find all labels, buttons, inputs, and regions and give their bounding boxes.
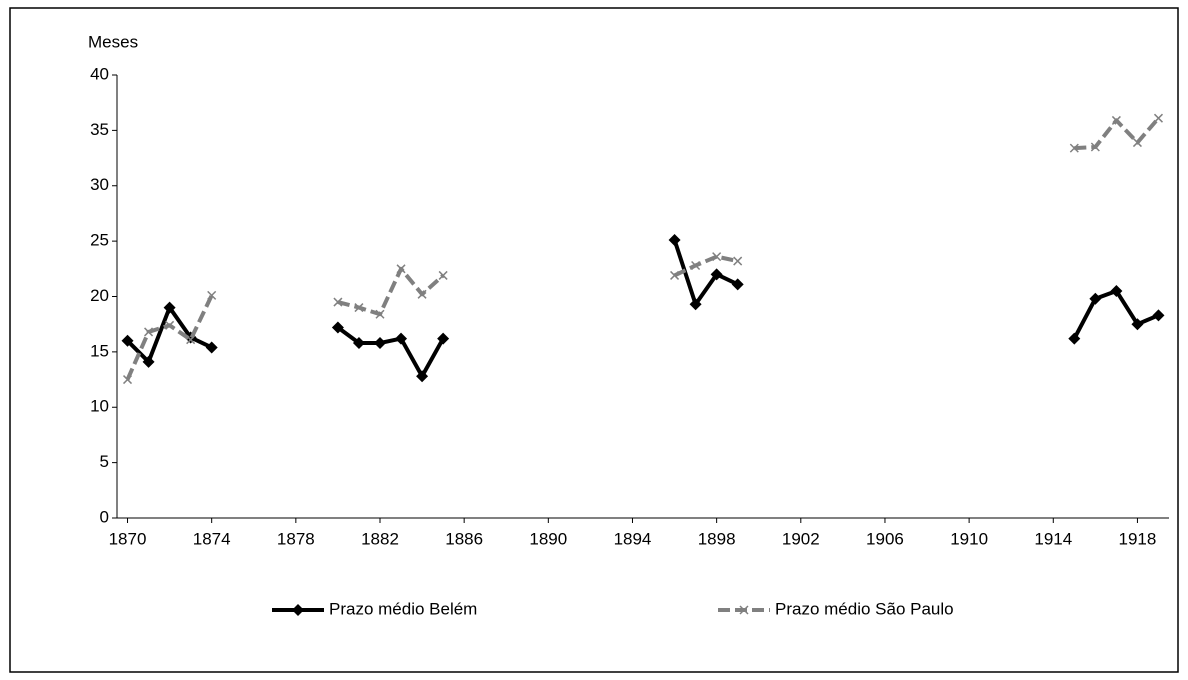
y-tick-label: 25 (90, 231, 109, 250)
data-point (437, 332, 450, 345)
y-axis-label: Meses (88, 32, 138, 51)
x-tick-label: 1902 (782, 529, 820, 548)
chart-border (9, 7, 1179, 673)
data-point (691, 260, 701, 271)
data-point (1131, 318, 1144, 331)
data-point (438, 270, 448, 280)
data-point (1110, 284, 1123, 297)
data-point (374, 337, 386, 350)
data-point (395, 332, 408, 345)
x-tick-label: 1914 (1034, 529, 1072, 548)
data-point (1090, 142, 1100, 152)
x-tick-label: 1878 (277, 529, 315, 548)
y-tick-label: 10 (90, 397, 109, 416)
data-point (733, 256, 743, 266)
data-point (689, 298, 702, 311)
x-tick-label: 1898 (698, 529, 736, 548)
x-tick-label: 1890 (529, 529, 567, 548)
x-tick-label: 1870 (109, 529, 147, 548)
data-point (417, 289, 427, 299)
data-point (670, 270, 680, 280)
data-point (710, 268, 723, 281)
y-tick-label: 0 (100, 507, 109, 526)
y-tick-label: 35 (90, 120, 109, 139)
x-tick-label: 1874 (193, 529, 231, 548)
x-tick-label: 1882 (361, 529, 399, 548)
y-tick-label: 40 (90, 64, 109, 83)
data-point (668, 234, 681, 247)
data-point (205, 341, 218, 354)
y-tick-label: 20 (90, 286, 109, 305)
data-point (1153, 113, 1164, 123)
data-point (122, 375, 133, 385)
data-point (375, 309, 385, 319)
data-point (333, 297, 343, 307)
data-point (142, 355, 155, 368)
y-tick-label: 30 (90, 175, 109, 194)
data-point (1069, 143, 1079, 153)
data-point (712, 252, 722, 262)
legend-label: Prazo médio São Paulo (775, 599, 954, 618)
data-point (1068, 332, 1081, 345)
data-point (396, 264, 406, 274)
data-point (331, 321, 344, 334)
data-point (121, 334, 134, 347)
data-point (1132, 138, 1142, 148)
y-tick-label: 5 (100, 452, 109, 471)
x-tick-label: 1906 (866, 529, 904, 548)
data-point (163, 301, 176, 314)
x-tick-label: 1918 (1119, 529, 1157, 548)
x-tick-label: 1894 (614, 529, 652, 548)
data-point (144, 327, 154, 337)
x-tick-label: 1910 (950, 529, 988, 548)
data-point (1152, 309, 1165, 322)
data-point (1111, 115, 1121, 125)
data-point (352, 337, 365, 350)
x-tick-label: 1886 (445, 529, 483, 548)
legend-marker (292, 604, 304, 616)
data-point (731, 278, 744, 291)
data-point (186, 335, 196, 345)
data-point (165, 320, 175, 330)
legend-marker (739, 605, 749, 615)
data-point (1089, 292, 1102, 305)
data-point (354, 303, 364, 313)
data-point (416, 370, 429, 383)
legend-label: Prazo médio Belém (329, 599, 477, 618)
data-point (207, 290, 217, 300)
y-tick-label: 15 (90, 341, 109, 360)
